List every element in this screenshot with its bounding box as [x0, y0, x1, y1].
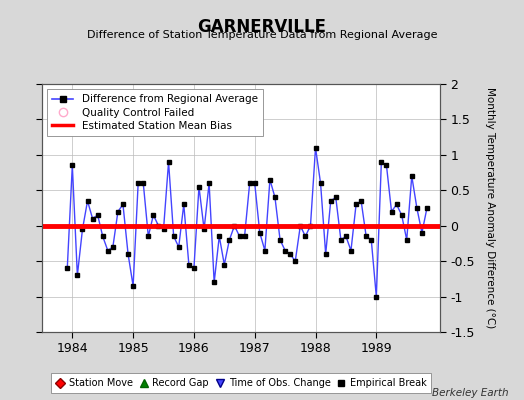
- Text: Difference of Station Temperature Data from Regional Average: Difference of Station Temperature Data f…: [87, 30, 437, 40]
- Legend: Difference from Regional Average, Quality Control Failed, Estimated Station Mean: Difference from Regional Average, Qualit…: [47, 89, 263, 136]
- Text: Berkeley Earth: Berkeley Earth: [432, 388, 508, 398]
- Legend: Station Move, Record Gap, Time of Obs. Change, Empirical Break: Station Move, Record Gap, Time of Obs. C…: [51, 374, 431, 393]
- Y-axis label: Monthly Temperature Anomaly Difference (°C): Monthly Temperature Anomaly Difference (…: [485, 87, 495, 329]
- Text: GARNERVILLE: GARNERVILLE: [198, 18, 326, 36]
